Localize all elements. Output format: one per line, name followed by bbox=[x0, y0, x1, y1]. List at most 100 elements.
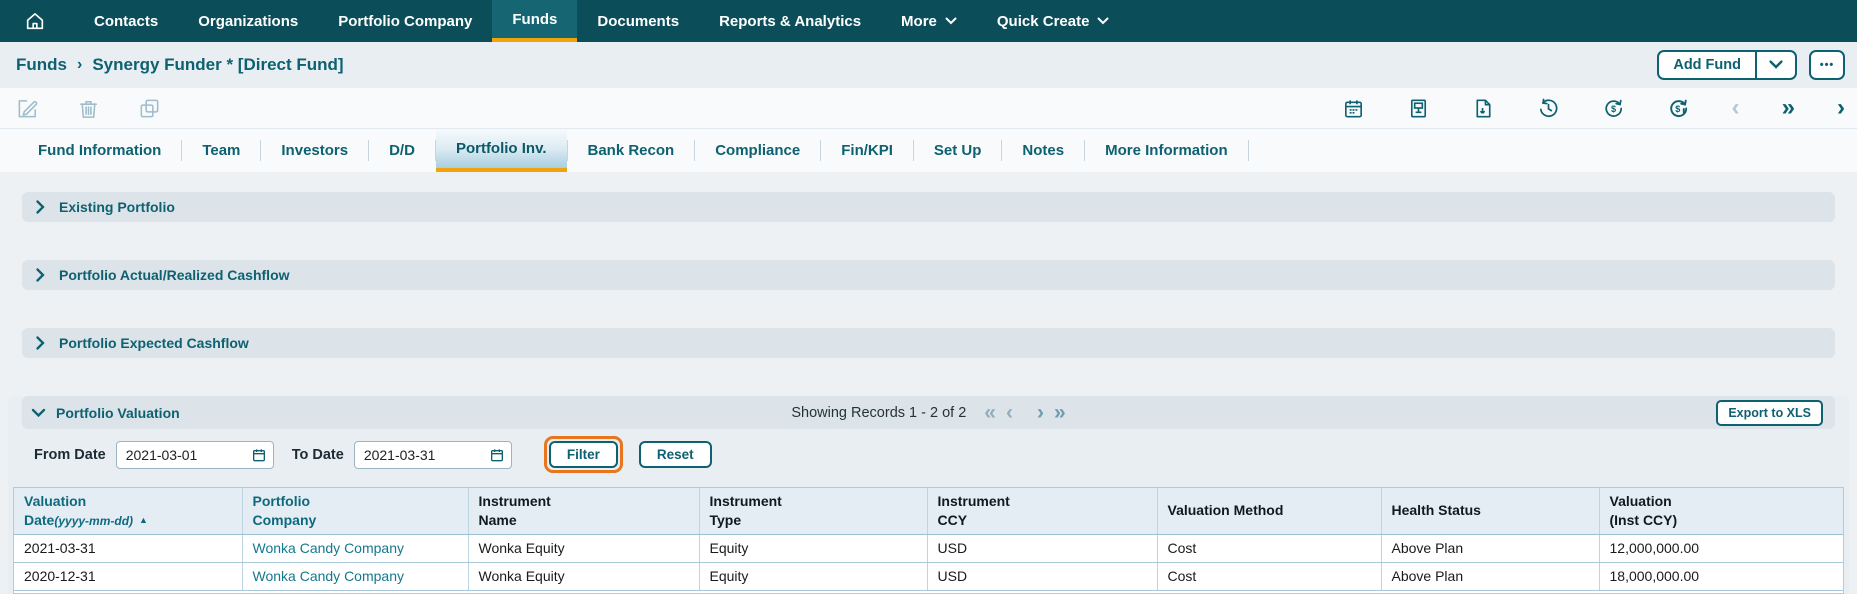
reset-button[interactable]: Reset bbox=[639, 441, 712, 468]
add-fund-dropdown-button[interactable] bbox=[1757, 52, 1795, 78]
column-label: Valuation bbox=[1610, 493, 1672, 509]
chevron-down-icon bbox=[34, 406, 43, 420]
tab-fund-information[interactable]: Fund Information bbox=[18, 129, 181, 172]
col-valuation-method: Valuation Method bbox=[1157, 488, 1381, 534]
section-portfolio-actual-realized-cashflow[interactable]: Portfolio Actual/Realized Cashflow bbox=[22, 260, 1835, 290]
tab-label: Fund Information bbox=[38, 142, 161, 159]
to-date-input[interactable] bbox=[354, 441, 512, 469]
tab-label: Bank Recon bbox=[588, 142, 675, 159]
prev-page-button[interactable]: ‹ bbox=[1006, 402, 1013, 423]
delete-icon[interactable] bbox=[77, 97, 100, 120]
cell-valuation-date: 2021-03-31 bbox=[14, 534, 242, 562]
chevron-left-icon[interactable]: ‹ bbox=[1732, 96, 1740, 120]
section-title: Portfolio Expected Cashflow bbox=[59, 335, 249, 351]
tab-more-information[interactable]: More Information bbox=[1085, 129, 1248, 172]
tab-label: Team bbox=[202, 142, 240, 159]
tab-compliance[interactable]: Compliance bbox=[695, 129, 820, 172]
nav-reports-analytics[interactable]: Reports & Analytics bbox=[699, 0, 881, 42]
filter-button[interactable]: Filter bbox=[549, 441, 618, 468]
nav-label: Contacts bbox=[94, 13, 158, 30]
tab-team[interactable]: Team bbox=[182, 129, 260, 172]
nav-organizations[interactable]: Organizations bbox=[178, 0, 318, 42]
breadcrumb-actions: Add Fund ••• bbox=[1657, 50, 1845, 80]
valuation-table: Valuation Date(yyyy-mm-dd)▲ Portfolio Co… bbox=[13, 487, 1844, 594]
export-xls-button[interactable]: Export to XLS bbox=[1716, 400, 1823, 426]
valuation-filter-row: From Date To Date Filter Reset bbox=[8, 429, 1849, 480]
column-label: (Inst CCY) bbox=[1610, 512, 1678, 528]
section-title: Portfolio Valuation bbox=[56, 405, 180, 421]
column-label: Valuation Method bbox=[1168, 502, 1284, 518]
nav-quick-create[interactable]: Quick Create bbox=[977, 0, 1130, 42]
nav-portfolio-company[interactable]: Portfolio Company bbox=[318, 0, 492, 42]
last-page-button[interactable]: » bbox=[1054, 402, 1066, 423]
portfolio-company-link[interactable]: Wonka Candy Company bbox=[242, 562, 468, 590]
first-page-button[interactable]: « bbox=[984, 402, 996, 423]
from-date-input[interactable] bbox=[116, 441, 274, 469]
tab-label: More Information bbox=[1105, 142, 1228, 159]
cell-valuation-date: 2020-12-31 bbox=[14, 562, 242, 590]
tab-investors[interactable]: Investors bbox=[261, 129, 368, 172]
portfolio-company-link[interactable]: Wonka Candy Company bbox=[242, 534, 468, 562]
nav-documents[interactable]: Documents bbox=[577, 0, 699, 42]
cell-instrument-type: Equity bbox=[699, 562, 927, 590]
tab-label: Set Up bbox=[934, 142, 982, 159]
tab-bank-recon[interactable]: Bank Recon bbox=[568, 129, 695, 172]
toolbar-right: $ $ ‹ » › bbox=[1342, 96, 1845, 120]
col-portfolio-company[interactable]: Portfolio Company bbox=[242, 488, 468, 534]
cell-health-status: Above Plan bbox=[1381, 562, 1599, 590]
chevron-right-icon bbox=[36, 268, 45, 282]
tab-notes[interactable]: Notes bbox=[1002, 129, 1084, 172]
more-actions-button[interactable]: ••• bbox=[1809, 50, 1845, 80]
to-date-field bbox=[354, 441, 512, 469]
filter-button-highlight: Filter bbox=[544, 436, 623, 473]
tab-set-up[interactable]: Set Up bbox=[914, 129, 1002, 172]
nav-label: Organizations bbox=[198, 13, 298, 30]
chevron-right-icon[interactable]: › bbox=[1837, 96, 1845, 120]
col-valuation-date[interactable]: Valuation Date(yyyy-mm-dd)▲ bbox=[14, 488, 242, 534]
next-page-button[interactable]: › bbox=[1037, 402, 1044, 423]
from-date-label: From Date bbox=[34, 447, 106, 463]
tab-fin-kpi[interactable]: Fin/KPI bbox=[821, 129, 913, 172]
double-chevron-right-icon[interactable]: » bbox=[1782, 96, 1795, 120]
calendar-icon[interactable] bbox=[1342, 97, 1365, 120]
currency-refresh-icon[interactable]: $ bbox=[1602, 97, 1625, 120]
column-label: Valuation bbox=[24, 493, 86, 509]
nav-funds[interactable]: Funds bbox=[492, 0, 577, 42]
column-label: CCY bbox=[938, 512, 968, 528]
tab-portfolio-inv[interactable]: Portfolio Inv. bbox=[436, 129, 567, 172]
toolbar-left bbox=[16, 97, 161, 120]
column-label: Date bbox=[24, 512, 54, 528]
section-portfolio-expected-cashflow[interactable]: Portfolio Expected Cashflow bbox=[22, 328, 1835, 358]
section-portfolio-valuation-toggle[interactable]: Portfolio Valuation bbox=[34, 405, 180, 421]
tab-dd[interactable]: D/D bbox=[369, 129, 435, 172]
cell-instrument-ccy: USD bbox=[927, 534, 1157, 562]
currency-refresh-alt-icon[interactable]: $ bbox=[1667, 97, 1690, 120]
report-icon[interactable] bbox=[1407, 97, 1430, 120]
svg-text:$: $ bbox=[1611, 103, 1616, 113]
section-title: Portfolio Actual/Realized Cashflow bbox=[59, 267, 290, 283]
history-icon[interactable] bbox=[1537, 97, 1560, 120]
section-existing-portfolio[interactable]: Existing Portfolio bbox=[22, 192, 1835, 222]
cell-valuation-method: Cost bbox=[1157, 562, 1381, 590]
nav-more[interactable]: More bbox=[881, 0, 977, 42]
record-toolbar: $ $ ‹ » › bbox=[0, 88, 1857, 128]
svg-text:$: $ bbox=[1675, 103, 1680, 113]
page-title: Synergy Funder * [Direct Fund] bbox=[92, 55, 343, 75]
edit-icon[interactable] bbox=[16, 97, 39, 120]
file-export-icon[interactable] bbox=[1472, 97, 1495, 120]
add-fund-button[interactable]: Add Fund bbox=[1657, 50, 1797, 80]
nav-label: More bbox=[901, 13, 937, 30]
record-tabs: Fund Information Team Investors D/D Port… bbox=[0, 128, 1857, 172]
chevron-right-icon bbox=[36, 200, 45, 214]
breadcrumb-separator-icon: › bbox=[77, 56, 82, 74]
col-valuation-inst-ccy: Valuation (Inst CCY) bbox=[1599, 488, 1843, 534]
home-button[interactable] bbox=[10, 0, 60, 42]
chevron-down-icon bbox=[945, 17, 957, 25]
col-health-status: Health Status bbox=[1381, 488, 1599, 534]
copy-icon[interactable] bbox=[138, 97, 161, 120]
app-window: Contacts Organizations Portfolio Company… bbox=[0, 0, 1857, 594]
pagination: Showing Records 1 - 2 of 2 « ‹ › » bbox=[791, 402, 1065, 423]
section-title: Existing Portfolio bbox=[59, 199, 175, 215]
nav-contacts[interactable]: Contacts bbox=[74, 0, 178, 42]
breadcrumb-funds-link[interactable]: Funds bbox=[16, 55, 67, 75]
